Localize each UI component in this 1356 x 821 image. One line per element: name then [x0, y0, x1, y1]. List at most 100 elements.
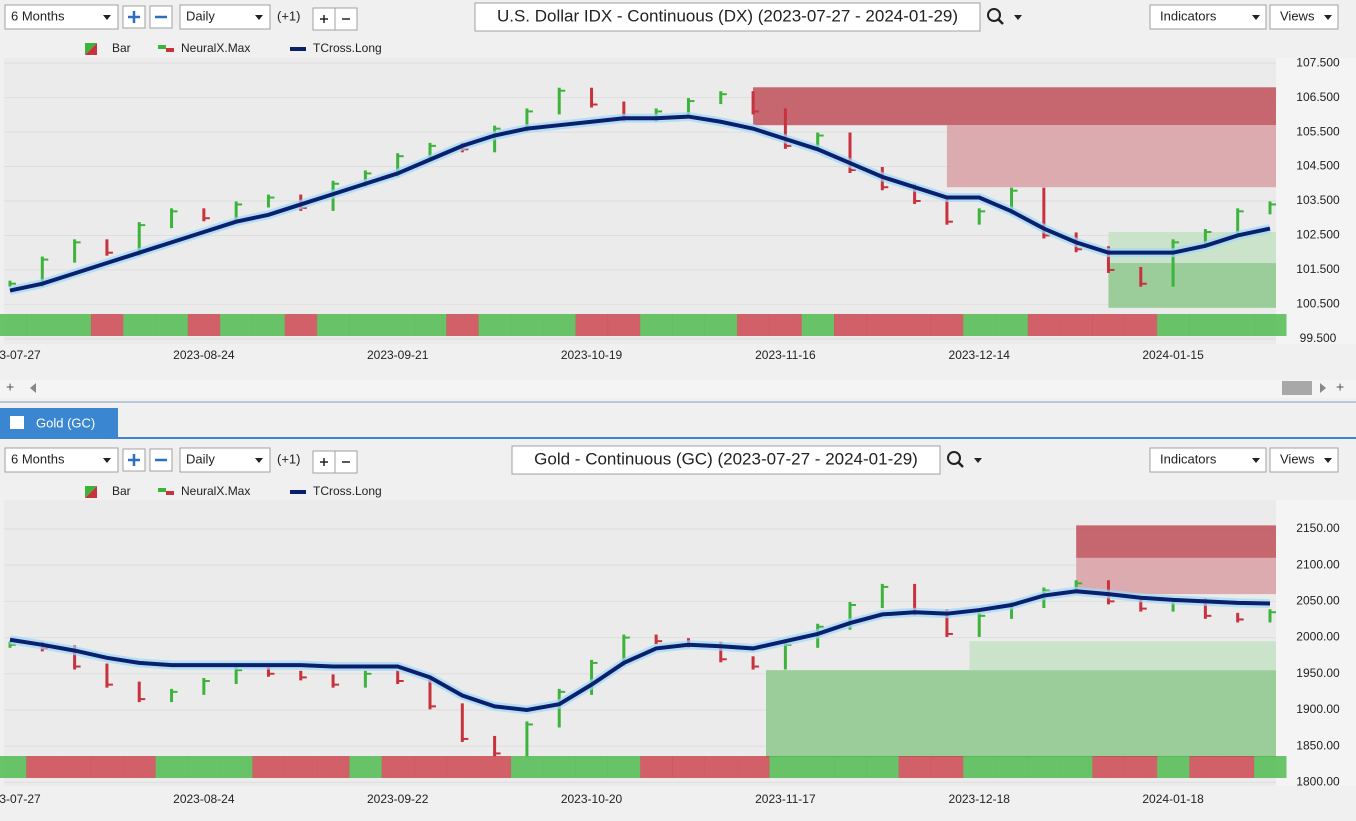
signal-strip: [155, 314, 189, 336]
signal-strip: [284, 756, 318, 778]
signal-strip: [58, 756, 92, 778]
x-tick-label: 2023-10-19: [561, 348, 623, 362]
signal-strip: [640, 314, 673, 336]
y-tick-label: 106.500: [1296, 90, 1340, 104]
signal-strip: [414, 314, 447, 336]
signal-strip: [220, 314, 253, 336]
dropdown-arrow[interactable]: [255, 15, 263, 20]
dropdown-arrow[interactable]: [1252, 15, 1260, 20]
signal-strip: [510, 314, 544, 336]
price-bar: [1171, 239, 1175, 287]
signal-strip: [349, 756, 382, 778]
symbol-box[interactable]: [474, 2, 981, 32]
price-bar: [1268, 201, 1272, 215]
signal-strip: [607, 756, 641, 778]
zone: [946, 125, 1276, 188]
price-bar: [73, 239, 77, 263]
dropdown-arrow[interactable]: [974, 458, 982, 463]
signal-strip: [1221, 314, 1255, 336]
signal-strip: [478, 756, 512, 778]
range-label[interactable]: 6 Months: [11, 8, 65, 23]
signal-strip: [995, 314, 1029, 336]
dropdown-arrow[interactable]: [1252, 458, 1260, 463]
zone: [1108, 263, 1276, 308]
symbol-title[interactable]: Gold - Continuous (GC) (2023-07-27 - 202…: [534, 449, 918, 468]
indicators-label[interactable]: Indicators: [1160, 451, 1217, 466]
indicators-select[interactable]: [1149, 4, 1267, 30]
range-select[interactable]: [4, 447, 119, 473]
legend-label: TCross.Long: [313, 41, 382, 55]
signal-strip: [349, 314, 382, 336]
price-bar: [525, 721, 529, 757]
price-bar: [170, 208, 174, 229]
price-bar: [1106, 246, 1110, 273]
signal-strip: [123, 314, 156, 336]
signal-strip: [1027, 756, 1061, 778]
symbol-box[interactable]: [511, 445, 941, 475]
dropdown-arrow[interactable]: [103, 15, 111, 20]
interval-select[interactable]: [179, 4, 271, 30]
dropdown-arrow[interactable]: [103, 458, 111, 463]
price-bar: [880, 583, 884, 608]
price-bar: [751, 91, 755, 115]
dropdown-arrow[interactable]: [1014, 15, 1022, 20]
interval-select[interactable]: [179, 447, 271, 473]
axis-area: [1276, 500, 1356, 786]
scrollbar[interactable]: [0, 380, 1356, 398]
views-label[interactable]: Views: [1280, 451, 1315, 466]
range-label[interactable]: 6 Months: [11, 451, 65, 466]
x-tick-label: 2023-11-17: [755, 792, 816, 806]
tab-icon: [10, 416, 24, 429]
price-bar: [1042, 187, 1046, 239]
price-bar: [202, 678, 206, 695]
signal-strip: [801, 314, 835, 336]
y-tick-label: 100.500: [1296, 297, 1340, 311]
signal-strip: [1189, 756, 1222, 778]
price-bar: [977, 612, 981, 637]
price-bar: [137, 681, 141, 703]
dropdown-arrow[interactable]: [1324, 458, 1332, 463]
scroll-plus-right[interactable]: +: [1336, 379, 1344, 395]
signal-strip: [640, 756, 673, 778]
dropdown-arrow[interactable]: [1324, 15, 1332, 20]
tcross-line: [9, 114, 1271, 293]
price-bar: [266, 667, 270, 677]
search-icon[interactable]: [987, 8, 1001, 22]
y-tick-label: 99.500: [1300, 331, 1337, 345]
price-bar: [913, 583, 917, 616]
scroll-plus[interactable]: +: [6, 379, 14, 395]
signal-strip: [1060, 314, 1093, 336]
views-label[interactable]: Views: [1280, 8, 1315, 23]
range-select[interactable]: [4, 4, 119, 30]
price-bar: [299, 670, 303, 681]
dropdown-arrow[interactable]: [255, 458, 263, 463]
y-tick-label: 1950.00: [1296, 666, 1340, 680]
symbol-title[interactable]: U.S. Dollar IDX - Continuous (DX) (2023-…: [497, 6, 958, 25]
search-icon[interactable]: [947, 451, 961, 465]
scroll-left[interactable]: [30, 383, 36, 393]
signal-strip: [898, 756, 932, 778]
interval-label[interactable]: Daily: [186, 8, 215, 23]
y-tick-label: 1850.00: [1296, 738, 1340, 752]
signal-strip: [963, 314, 996, 336]
interval-label[interactable]: Daily: [186, 451, 215, 466]
legend-icon: [158, 488, 166, 492]
legend-label: NeuralX.Max: [181, 41, 250, 55]
x-tick-label: 2023-12-18: [949, 792, 1011, 806]
signal-strip: [704, 314, 738, 336]
scroll-thumb[interactable]: [1282, 381, 1312, 395]
indicators-label[interactable]: Indicators: [1160, 8, 1217, 23]
price-bar: [719, 91, 723, 105]
price-bar: [331, 674, 335, 688]
legend-icon: [166, 491, 174, 495]
scroll-right[interactable]: [1320, 383, 1326, 393]
price-bar: [202, 208, 206, 222]
price-bar: [396, 670, 400, 685]
price-bar: [493, 735, 497, 757]
indicators-select[interactable]: [1149, 447, 1267, 473]
price-bar: [654, 634, 658, 645]
zone: [766, 670, 1276, 758]
signal-strip: [1189, 314, 1222, 336]
tab-label[interactable]: Gold (GC): [36, 415, 95, 430]
